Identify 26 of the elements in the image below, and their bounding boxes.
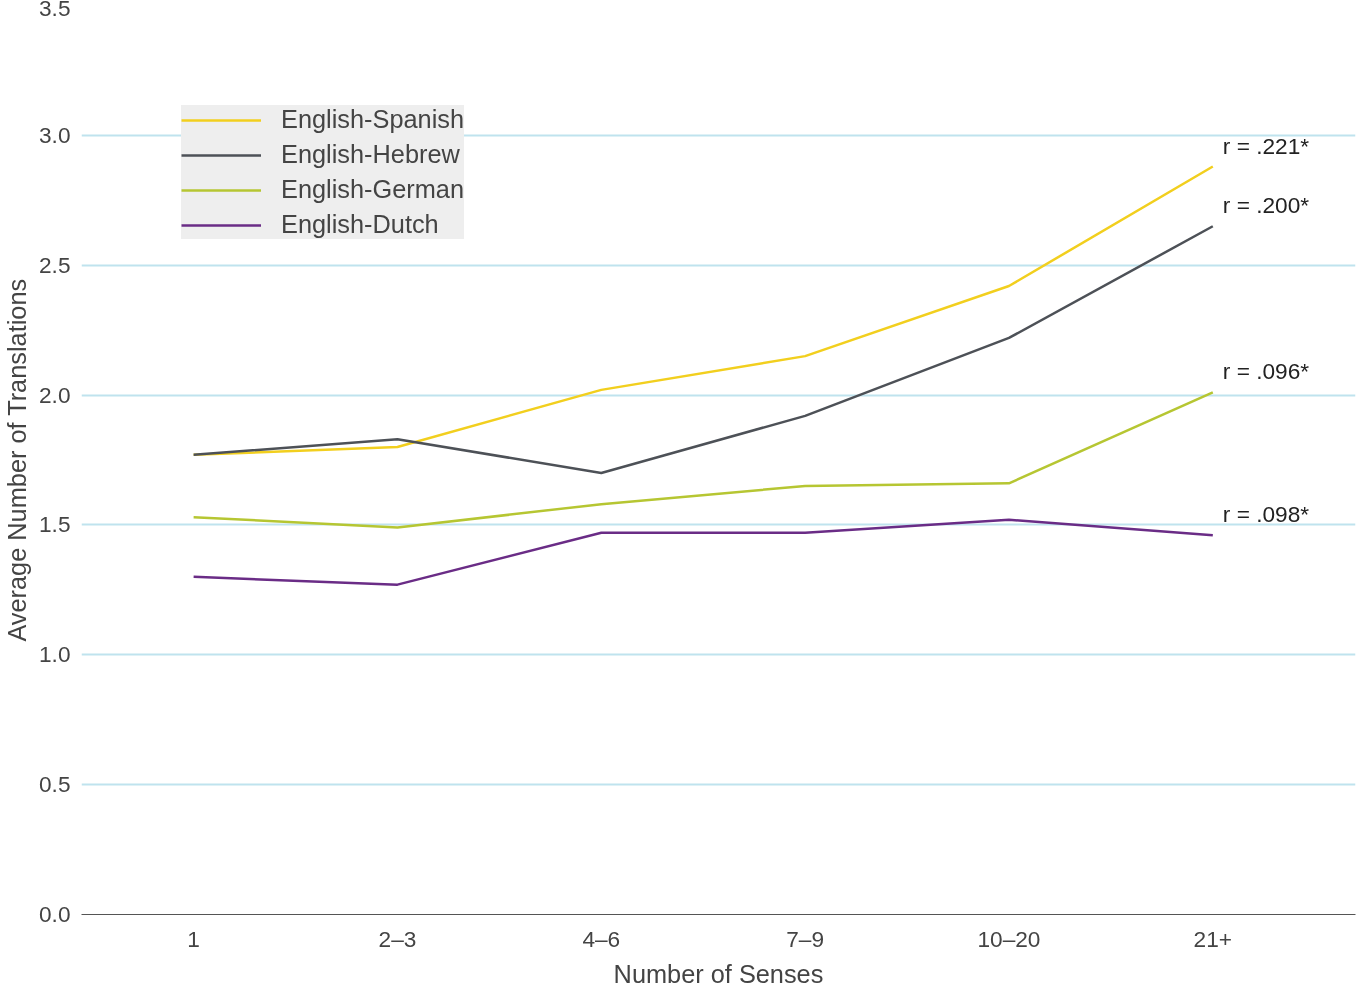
legend-label: English-German xyxy=(281,175,464,204)
y-tick-label: 3.0 xyxy=(39,121,71,148)
y-tick-label: 2.5 xyxy=(39,251,71,278)
y-tick-label: 3.5 xyxy=(39,0,71,21)
x-tick-label: 21+ xyxy=(1193,925,1233,952)
x-tick-label: 2–3 xyxy=(378,925,417,952)
x-tick-label: 1 xyxy=(187,925,200,952)
legend-label: English-Hebrew xyxy=(281,140,460,169)
legend-label: English-Spanish xyxy=(281,105,465,134)
x-tick-label: 7–9 xyxy=(786,925,825,952)
annotation: r = .221* xyxy=(1222,132,1310,159)
x-tick-label: 10–20 xyxy=(977,925,1041,952)
x-axis-title: Number of Senses xyxy=(613,959,824,988)
y-tick-label: 0.5 xyxy=(39,771,71,798)
y-tick-label: 1.5 xyxy=(39,511,71,538)
y-axis-title: Average Number of Translations xyxy=(3,278,31,642)
line-series xyxy=(192,518,1215,586)
annotation: r = .098* xyxy=(1222,501,1310,528)
y-tick-label: 2.0 xyxy=(39,381,71,408)
x-tick-label: 4–6 xyxy=(582,925,621,952)
annotation: r = .096* xyxy=(1222,358,1310,385)
line-series xyxy=(192,391,1215,529)
annotation: r = .200* xyxy=(1222,192,1310,219)
y-tick-label: 1.0 xyxy=(39,641,71,668)
legend-label: English-Dutch xyxy=(281,210,439,239)
y-tick-label: 0.0 xyxy=(39,901,71,927)
